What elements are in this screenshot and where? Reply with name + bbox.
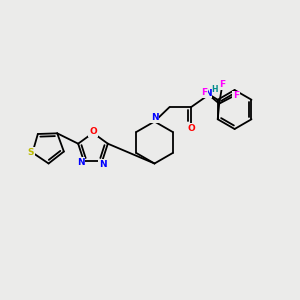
Text: S: S (28, 148, 34, 157)
Text: H: H (211, 85, 217, 94)
Text: N: N (151, 113, 158, 122)
Text: O: O (187, 124, 195, 133)
Text: F: F (233, 91, 239, 100)
Text: F: F (219, 80, 225, 89)
Text: N: N (204, 88, 212, 98)
Text: F: F (201, 88, 207, 97)
Text: N: N (99, 160, 106, 169)
Text: N: N (77, 158, 85, 167)
Text: O: O (89, 127, 97, 136)
